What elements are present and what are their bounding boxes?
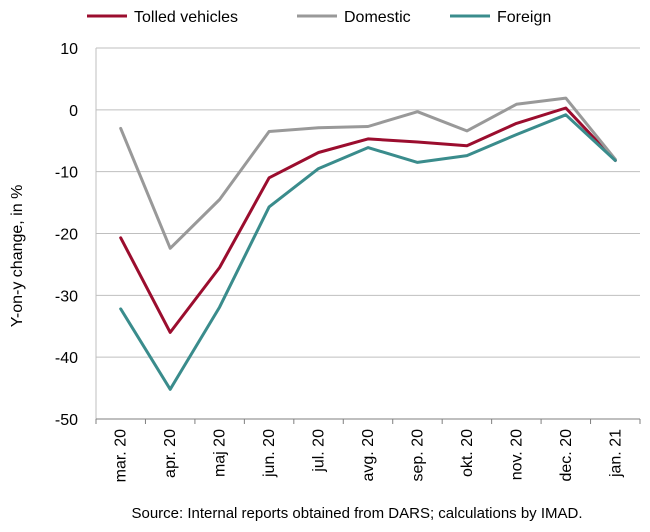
y-axis-title: Y-on-y change, in %: [9, 185, 26, 328]
y-tick-label: 10: [60, 41, 78, 58]
legend-label: Foreign: [497, 9, 551, 26]
y-tick-label: -40: [55, 350, 78, 367]
x-tick-label: maj 20: [212, 429, 229, 477]
series-lines: [119, 96, 617, 391]
x-tick-label: nov. 20: [508, 429, 525, 480]
legend-label: Tolled vehicles: [134, 9, 238, 26]
source-note: Source: Internal reports obtained from D…: [131, 505, 582, 522]
x-tick-label: avg. 20: [360, 429, 377, 482]
y-axis-ticks: 10 0 -10 -20 -30 -40 -50: [55, 41, 78, 429]
y-tick-label: 0: [69, 103, 78, 120]
y-tick-label: -10: [55, 165, 78, 182]
series-line: [119, 96, 617, 250]
legend: Tolled vehicles Domestic Foreign: [87, 9, 551, 26]
x-tick-label: mar. 20: [113, 429, 130, 482]
series-line: [119, 106, 617, 334]
x-tick-label: sep. 20: [409, 429, 426, 482]
x-axis-ticks: mar. 20 apr. 20 maj 20 jun. 20 jul. 20 avg. 2…: [95, 419, 641, 482]
series-line: [119, 113, 617, 391]
legend-label: Domestic: [344, 9, 411, 26]
gridlines: [95, 47, 640, 419]
x-tick-label: apr. 20: [162, 429, 179, 478]
y-tick-label: -50: [55, 412, 78, 429]
x-tick-label: jan. 21: [607, 429, 624, 478]
x-tick-label: okt. 20: [459, 429, 476, 477]
x-tick-label: dec. 20: [558, 429, 575, 482]
x-tick-label: jun. 20: [261, 429, 278, 478]
y-tick-label: -20: [55, 227, 78, 244]
x-tick-label: jul. 20: [311, 429, 328, 473]
y-tick-label: -30: [55, 288, 78, 305]
